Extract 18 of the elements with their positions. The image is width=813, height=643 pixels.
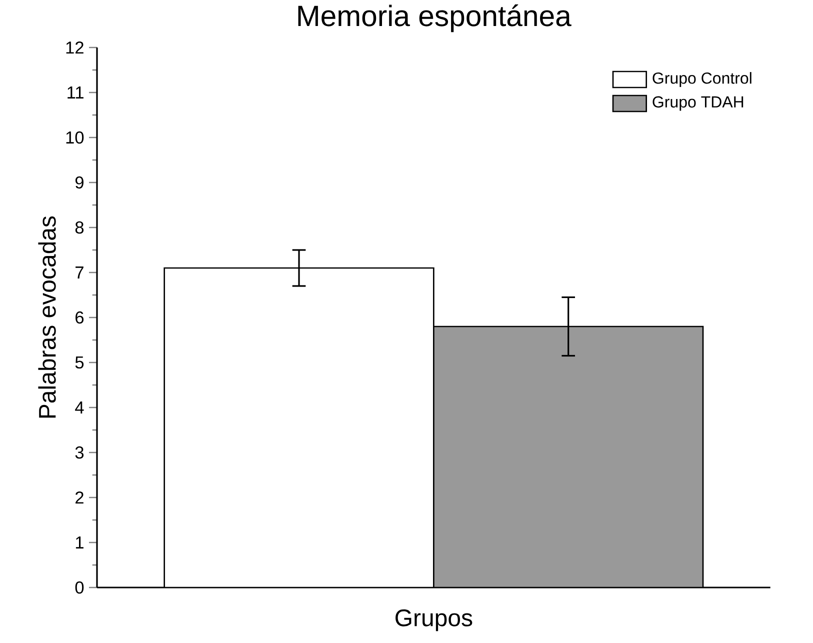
y-tick-label: 2	[76, 492, 84, 504]
y-tick-label: 7	[76, 266, 84, 279]
y-tick-label: 1	[76, 536, 84, 549]
legend-label: Grupo TDAH	[652, 96, 744, 111]
y-tick-label: 6	[76, 312, 84, 324]
y-tick-label: 3	[75, 446, 84, 459]
x-axis-title: Grupos	[396, 610, 472, 632]
y-tick-label: 8	[75, 222, 84, 234]
text: Grupo Control	[652, 72, 752, 88]
y-tick-label: 12	[66, 42, 84, 54]
chart-title: Memoria espontánea	[298, 4, 572, 32]
y-tick-label: 4	[75, 402, 84, 414]
y-tick-label: 11	[68, 86, 84, 99]
y-tick-label: 5	[75, 356, 84, 369]
y-tick-label: 9	[75, 176, 84, 189]
y-tick-label: 0	[75, 582, 84, 594]
y-axis-title: Palabras evocadas	[38, 216, 56, 418]
y-tick-label: 10	[66, 132, 84, 144]
